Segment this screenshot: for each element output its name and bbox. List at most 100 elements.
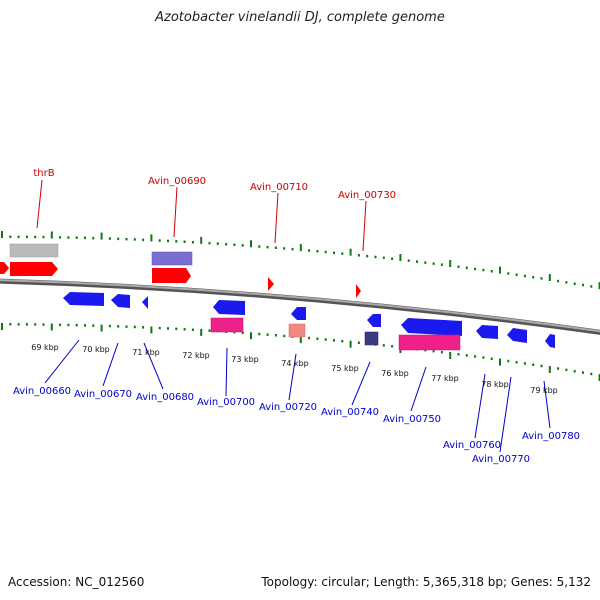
- minor-tick: [125, 325, 128, 328]
- gene-avin00690-arrow[interactable]: [152, 268, 191, 283]
- minor-tick: [407, 259, 410, 262]
- label-avin00700[interactable]: Avin_00700: [197, 397, 255, 408]
- leader-avin00690: [173, 186, 178, 238]
- gene-avin00750-arrow[interactable]: [401, 318, 462, 336]
- gene-avin00670-arrow[interactable]: [111, 294, 130, 308]
- minor-tick: [416, 260, 418, 263]
- label-avin00760[interactable]: Avin_00760: [443, 440, 501, 451]
- major-tick: [250, 240, 252, 248]
- label-avin00670[interactable]: Avin_00670: [74, 389, 132, 400]
- minor-tick: [25, 323, 28, 326]
- label-avin00780[interactable]: Avin_00780: [522, 431, 580, 442]
- minor-tick: [208, 329, 211, 332]
- upper-tick-row: [1, 231, 600, 290]
- major-tick: [200, 236, 203, 244]
- topology-text: Topology: circular; Length: 5,365,318 bp…: [261, 575, 591, 589]
- label-avin00740[interactable]: Avin_00740: [321, 407, 379, 418]
- kbp-label-76: 76 kbp: [381, 369, 409, 378]
- gene-avin00730-arrow[interactable]: [356, 284, 361, 298]
- minor-tick: [59, 236, 62, 239]
- label-avin00660[interactable]: Avin_00660: [13, 386, 71, 397]
- minor-tick: [108, 237, 111, 240]
- leader-avin00720: [288, 353, 297, 401]
- major-tick: [50, 323, 53, 331]
- label-avin00770[interactable]: Avin_00770: [472, 454, 530, 465]
- label-avin00720[interactable]: Avin_00720: [259, 402, 317, 413]
- minor-tick: [167, 327, 169, 330]
- gene-thrB-arrow[interactable]: [10, 262, 58, 276]
- kbp-label-74: 74 kbp: [281, 359, 309, 368]
- minor-tick: [316, 250, 319, 253]
- gene-left-edge-arrow[interactable]: [0, 262, 9, 274]
- major-tick: [548, 274, 551, 281]
- minor-tick: [540, 277, 543, 280]
- minor-tick: [175, 327, 178, 331]
- reverse-gene-labels: Avin_00660 Avin_00670 Avin_00680 Avin_00…: [13, 386, 580, 465]
- gene-avin00700-arrow[interactable]: [213, 300, 245, 315]
- major-tick: [548, 366, 551, 373]
- gene-avin00780-arrow[interactable]: [545, 334, 555, 348]
- leader-thrB: [36, 179, 43, 229]
- minor-tick: [274, 334, 277, 337]
- minor-tick: [208, 241, 211, 245]
- gene-avin00710-arrow[interactable]: [268, 277, 274, 291]
- label-thrB[interactable]: thrB: [33, 168, 54, 179]
- gene-avin00720-arrow[interactable]: [291, 307, 306, 320]
- gene-avin00760-arrow[interactable]: [476, 325, 498, 339]
- minor-tick: [357, 341, 360, 344]
- minor-tick: [324, 250, 327, 254]
- minor-tick: [523, 274, 526, 278]
- gene-avin00740-navy-block[interactable]: [364, 331, 379, 346]
- major-tick: [349, 248, 352, 256]
- label-avin00750[interactable]: Avin_00750: [383, 414, 441, 425]
- gene-avin00720-salmon-block[interactable]: [288, 323, 306, 338]
- major-tick: [299, 244, 302, 252]
- minor-tick: [258, 332, 261, 336]
- label-avin00730[interactable]: Avin_00730: [338, 190, 396, 201]
- gene-thrB-gray-block[interactable]: [9, 243, 59, 258]
- gene-avin00660-arrow[interactable]: [63, 292, 104, 306]
- gene-avin00770-arrow[interactable]: [507, 328, 527, 343]
- major-tick: [499, 358, 501, 366]
- minor-tick: [457, 265, 460, 268]
- minor-tick: [225, 243, 228, 246]
- minor-tick: [142, 238, 145, 242]
- minor-tick: [42, 323, 45, 326]
- minor-tick: [191, 328, 194, 331]
- minor-tick: [590, 285, 593, 288]
- gene-avin00690-purple-block[interactable]: [151, 251, 193, 266]
- minor-tick: [324, 338, 327, 341]
- minor-tick: [582, 283, 584, 287]
- minor-tick: [308, 249, 311, 252]
- minor-tick: [75, 236, 78, 239]
- minor-tick: [482, 356, 485, 359]
- major-tick: [598, 374, 600, 382]
- minor-tick: [241, 244, 244, 247]
- minor-tick: [357, 254, 360, 257]
- minor-tick: [341, 252, 344, 255]
- minor-tick: [424, 261, 427, 264]
- gene-avin00750-pink-block[interactable]: [398, 334, 461, 351]
- minor-tick: [92, 236, 95, 240]
- major-tick: [100, 324, 103, 332]
- label-avin00690[interactable]: Avin_00690: [148, 176, 206, 187]
- minor-tick: [108, 324, 111, 328]
- leader-avin00700: [225, 347, 228, 397]
- minor-tick: [316, 337, 319, 340]
- minor-tick: [565, 281, 568, 284]
- gene-avin00680-arrow[interactable]: [142, 296, 148, 309]
- gene-avin00740-arrow[interactable]: [367, 314, 381, 327]
- minor-tick: [382, 256, 385, 260]
- minor-tick: [515, 361, 518, 364]
- genome-backbone-highlight: [0, 279, 600, 333]
- label-avin00710[interactable]: Avin_00710: [250, 182, 308, 193]
- minor-tick: [133, 325, 136, 329]
- label-avin00680[interactable]: Avin_00680: [136, 392, 194, 403]
- minor-tick: [67, 236, 70, 239]
- gene-avin00700-pink-block[interactable]: [210, 317, 244, 333]
- minor-tick: [573, 370, 576, 373]
- minor-tick: [515, 273, 518, 276]
- gene-features: [0, 243, 555, 351]
- minor-tick: [474, 267, 477, 271]
- minor-tick: [125, 237, 128, 241]
